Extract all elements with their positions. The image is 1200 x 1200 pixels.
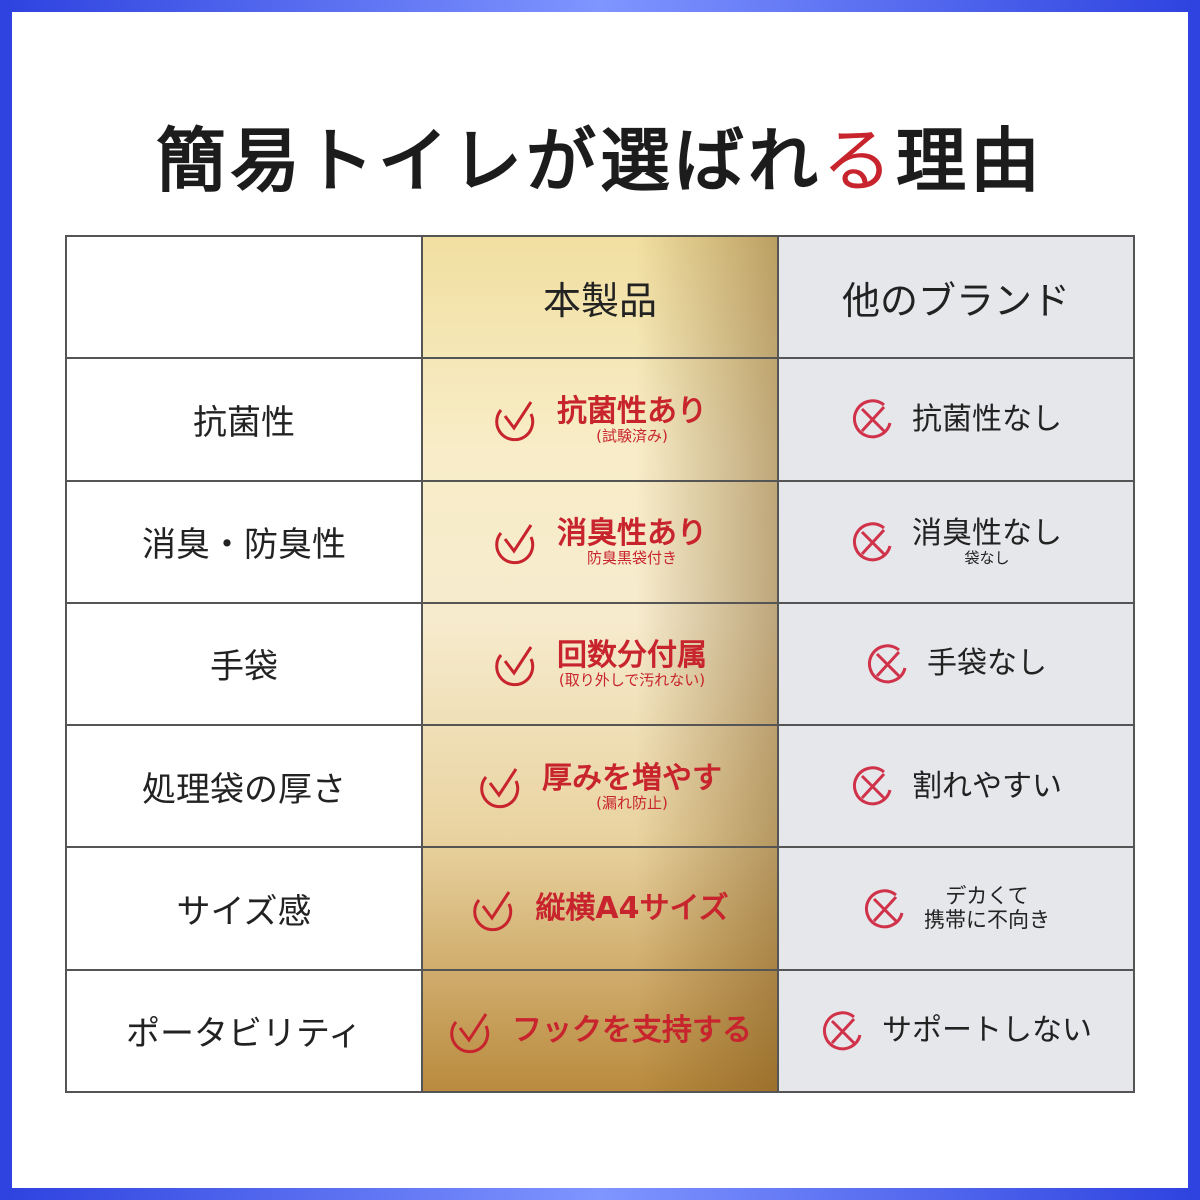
ours-main-text: 厚みを増やす — [542, 760, 722, 796]
ours-cell: 回数分付属 (取り外しで汚れない) — [422, 601, 778, 727]
other-cell: 手袋なし — [777, 601, 1135, 727]
title-text: 簡易トイレが選ば — [156, 120, 748, 202]
feature-label: 手袋 — [65, 601, 423, 727]
ours-sub-text: (試験済み) — [596, 426, 668, 445]
header-row: 本製品 他のブランド — [65, 234, 1135, 360]
other-cell: 割れやすい — [777, 724, 1135, 849]
cross-circle-icon — [865, 888, 904, 928]
title-text: れ — [748, 120, 822, 202]
other-main-text: 抗菌性なし — [912, 401, 1062, 437]
table-row: サイズ感 縦横A4サイズ デカくて 携帯に不向き — [65, 846, 1135, 971]
cross-circle-icon — [868, 644, 907, 684]
feature-label: ポータビリティ — [65, 968, 423, 1094]
table-row: 抗菌性 抗菌性あり (試験済み) 抗菌性なし — [65, 357, 1135, 482]
ours-main-text: 抗菌性あり — [557, 393, 707, 429]
header-feature — [65, 234, 423, 360]
ours-cell: 消臭性あり 防臭黒袋付き — [422, 479, 778, 604]
page-title: 簡易トイレが選ばれる理由 — [0, 105, 1200, 206]
other-cell: 抗菌性なし — [777, 357, 1135, 482]
header-ours: 本製品 — [422, 234, 778, 360]
other-main-text: 手袋なし — [927, 646, 1047, 682]
ours-main-text: フックを支持する — [512, 1013, 752, 1049]
feature-label: 抗菌性 — [65, 357, 423, 482]
feature-label: 消臭・防臭性 — [65, 479, 423, 604]
cross-circle-icon — [823, 1011, 862, 1051]
ours-sub-text: (漏れ防止) — [596, 793, 668, 812]
other-cell: サポートしない — [777, 968, 1135, 1094]
ours-cell: 抗菌性あり (試験済み) — [422, 357, 778, 482]
other-main-text: サポートしない — [882, 1013, 1092, 1049]
feature-label: 処理袋の厚さ — [65, 724, 423, 849]
feature-label: サイズ感 — [65, 846, 423, 971]
other-sub-text: 袋なし — [964, 548, 1010, 567]
ours-main-text: 消臭性あり — [557, 515, 707, 551]
other-main-text: 割れやすい — [912, 768, 1062, 804]
cross-circle-icon — [853, 522, 892, 562]
ours-cell: 厚みを増やす (漏れ防止) — [422, 724, 778, 849]
other-main-text: デカくて — [945, 884, 1029, 909]
ours-cell: フックを支持する — [422, 968, 778, 1094]
other-cell: デカくて 携帯に不向き — [777, 846, 1135, 971]
ours-main-text: 縦横A4サイズ — [535, 891, 729, 927]
other-sub-text: 携帯に不向き — [924, 907, 1050, 932]
cross-circle-icon — [853, 399, 892, 439]
title-text: 理由 — [896, 120, 1044, 202]
title-accent: る — [822, 120, 896, 202]
header-other: 他のブランド — [777, 234, 1135, 360]
ours-sub-text: 防臭黒袋付き — [586, 548, 677, 567]
check-circle-icon — [495, 401, 535, 442]
ours-cell: 縦横A4サイズ — [422, 846, 778, 971]
other-main-text: 消臭性なし — [912, 515, 1062, 551]
check-circle-icon — [495, 646, 535, 687]
table-row: 消臭・防臭性 消臭性あり 防臭黒袋付き 消臭性なし 袋なし — [65, 479, 1135, 604]
check-circle-icon — [495, 523, 535, 564]
other-cell: 消臭性なし 袋なし — [777, 479, 1135, 604]
ours-main-text: 回数分付属 — [557, 638, 707, 674]
table-row: 処理袋の厚さ 厚みを増やす (漏れ防止) 割れやすい — [65, 724, 1135, 849]
check-circle-icon — [473, 890, 513, 931]
cross-circle-icon — [853, 766, 892, 806]
check-circle-icon — [480, 768, 520, 809]
check-circle-icon — [450, 1013, 490, 1053]
table-row: 手袋 回数分付属 (取り外しで汚れない) 手袋なし — [65, 601, 1135, 727]
table-row: ポータビリティ フックを支持する サポートしない — [65, 968, 1135, 1094]
ours-sub-text: (取り外しで汚れない) — [558, 671, 706, 690]
comparison-table: 本製品 他のブランド 抗菌性 抗菌性あり (試験済み) 抗菌性なし 消臭・防臭性 消臭性あ… — [65, 234, 1135, 1094]
